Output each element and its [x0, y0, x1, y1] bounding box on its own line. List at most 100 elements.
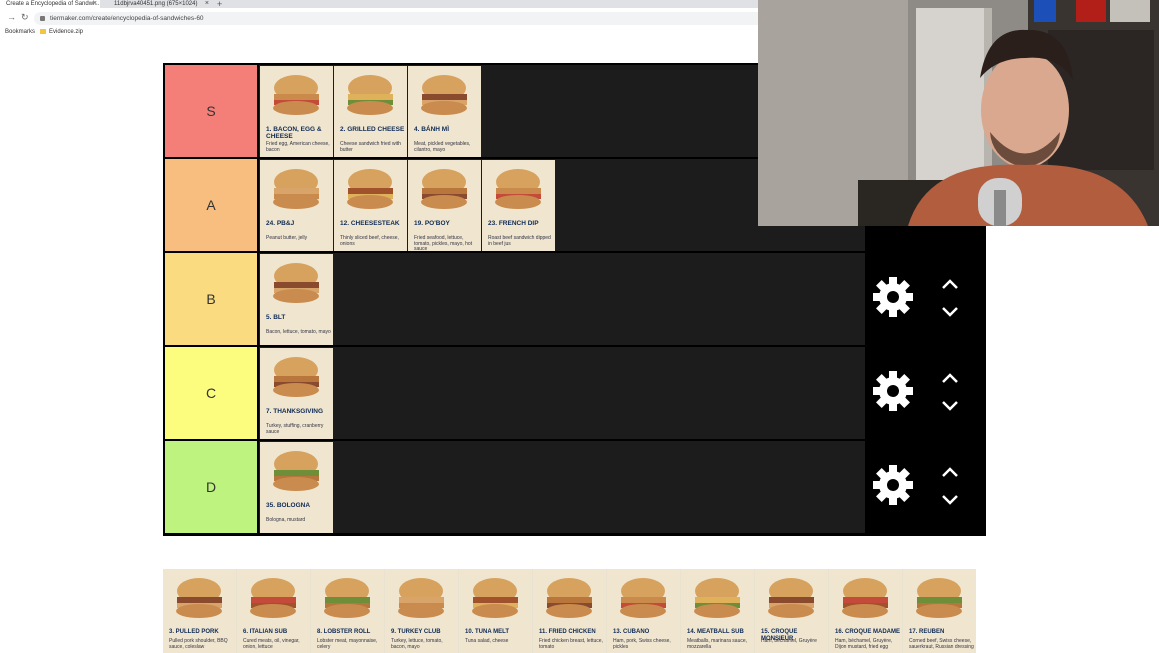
sandwich-card[interactable]: 6. Italian Sub Cured meats, oil, vinegar,…	[237, 569, 310, 653]
sandwich-name: 8. Lobster Roll	[317, 629, 371, 635]
sandwich-card[interactable]: 5. BLT Bacon, lettuce, tomato, mayo	[260, 254, 333, 345]
sandwich-card[interactable]: 9. Turkey Club Turkey, lettuce, tomato, b…	[385, 569, 458, 653]
sandwich-image	[495, 169, 541, 209]
close-tab-icon[interactable]: ×	[92, 0, 97, 7]
sandwich-name: 19. Po'Boy	[414, 220, 450, 227]
tier-row: D 35. Bologna Bologna, mustard	[165, 441, 984, 535]
address-text: tiermaker.com/create/encyclopedia-of-san…	[50, 15, 204, 22]
sandwich-card[interactable]: 15. Croque Monsieur Ham, béchamel, Gruyèr…	[755, 569, 828, 653]
sandwich-image	[694, 578, 740, 618]
sandwich-card[interactable]: 7. Thanksgiving Turkey, stuffing, cranber…	[260, 348, 333, 439]
sandwich-description: Fried chicken breast, lettuce, tomato	[539, 638, 603, 650]
address-bar[interactable]: tiermaker.com/create/encyclopedia-of-san…	[34, 12, 764, 25]
sandwich-image	[421, 75, 467, 115]
item-bank: 3. Pulled Pork Pulled pork shoulder, BBQ …	[163, 569, 976, 653]
sandwich-description: Roast beef sandwich dipped in beef jus	[488, 235, 551, 247]
sandwich-name: 13. Cubano	[613, 629, 650, 635]
sandwich-card[interactable]: 1. Bacon, Egg & Cheese Fried egg, America…	[260, 66, 333, 157]
sandwich-description: Cured meats, oil, vinegar, onion, lettuc…	[243, 638, 300, 650]
tier-label[interactable]: B	[165, 253, 259, 345]
sandwich-image	[273, 357, 319, 397]
chevron-up-icon[interactable]	[940, 277, 960, 291]
sandwich-image	[347, 75, 393, 115]
tier-controls	[865, 347, 984, 439]
sandwich-card[interactable]: 17. Reuben Corned beef, Swiss cheese, sau…	[903, 569, 976, 653]
webcam-overlay	[758, 0, 1159, 226]
browser-tab-bar: Create a Encyclopedia of Sandwi... × 11d…	[0, 0, 1159, 9]
sandwich-description: Fried egg, American cheese, bacon	[266, 141, 330, 153]
chevron-down-icon[interactable]	[940, 493, 960, 507]
sandwich-card[interactable]: 2. Grilled Cheese Cheese sandwich fried w…	[334, 66, 407, 157]
tier-row: B 5. BLT Bacon, lettuce, tomato, mayo	[165, 253, 984, 347]
sandwich-image	[176, 578, 222, 618]
sandwich-name: 4. Bánh Mì	[414, 126, 450, 133]
sandwich-description: Meat, pickled vegetables, cilantro, mayo	[414, 141, 471, 153]
sandwich-card[interactable]: 16. Croque Madame Ham, béchamel, Gruyère,…	[829, 569, 902, 653]
tier-items[interactable]: 5. BLT Bacon, lettuce, tomato, mayo	[260, 253, 865, 345]
sandwich-image	[324, 578, 370, 618]
chevron-up-icon[interactable]	[940, 371, 960, 385]
sandwich-name: 15. Croque Monsieur	[761, 629, 798, 642]
tier-label[interactable]: D	[165, 441, 259, 533]
sandwich-image	[421, 169, 467, 209]
sandwich-name: 12. Cheesesteak	[340, 220, 400, 227]
sandwich-name: 24. PB&J	[266, 220, 295, 227]
browser-tab[interactable]: 11dbjrva40451.png (675×1024) ×	[108, 0, 212, 8]
reload-icon[interactable]: ↻	[21, 12, 29, 22]
new-tab-icon[interactable]: +	[217, 0, 223, 9]
tier-items[interactable]: 1. Bacon, Egg & Cheese Fried egg, America…	[260, 65, 865, 157]
gear-icon[interactable]	[871, 369, 915, 413]
sandwich-name: 10. Tuna Melt	[465, 629, 510, 635]
sandwich-card[interactable]: 4. Bánh Mì Meat, pickled vegetables, cila…	[408, 66, 481, 157]
gear-icon[interactable]	[871, 463, 915, 507]
tier-items[interactable]: 7. Thanksgiving Turkey, stuffing, cranber…	[260, 347, 865, 439]
browser-tab-active[interactable]: Create a Encyclopedia of Sandwi... ×	[0, 0, 100, 8]
tier-items[interactable]: 35. Bologna Bologna, mustard	[260, 441, 865, 533]
sandwich-card[interactable]: 11. Fried Chicken Fried chicken breast, l…	[533, 569, 606, 653]
bookmark-evidence[interactable]: Evidence.zip	[40, 29, 83, 35]
tier-label[interactable]: A	[165, 159, 259, 251]
sandwich-image	[250, 578, 296, 618]
chevron-down-icon[interactable]	[940, 305, 960, 319]
sandwich-card[interactable]: 19. Po'Boy Fried seafood, lettuce, tomato…	[408, 160, 481, 251]
tier-label[interactable]: C	[165, 347, 259, 439]
sandwich-image	[398, 578, 444, 618]
sandwich-description: Turkey, lettuce, tomato, bacon, mayo	[391, 638, 443, 650]
sandwich-image	[472, 578, 518, 618]
tier-label[interactable]: S	[165, 65, 259, 157]
sandwich-name: 23. French Dip	[488, 220, 539, 227]
sandwich-card[interactable]: 23. French Dip Roast beef sandwich dipped…	[482, 160, 555, 251]
sandwich-card[interactable]: 14. Meatball Sub Meatballs, marinara sauc…	[681, 569, 754, 653]
tier-list: S 1. Bacon, Egg & Cheese Fried egg, Americ…	[163, 63, 986, 536]
sandwich-card[interactable]: 10. Tuna Melt Tuna salad, cheese	[459, 569, 532, 653]
sandwich-description: Ham, béchamel, Gruyère, Dijon mustard, f…	[835, 638, 893, 650]
close-tab-icon[interactable]: ×	[204, 0, 209, 7]
chevron-down-icon[interactable]	[940, 399, 960, 413]
bookmarks-bar: Bookmarks Evidence.zip	[0, 28, 1159, 39]
sandwich-image	[842, 578, 888, 618]
chevron-up-icon[interactable]	[940, 465, 960, 479]
lock-icon	[40, 15, 45, 21]
tier-controls	[865, 441, 984, 533]
sandwich-card[interactable]: 3. Pulled Pork Pulled pork shoulder, BBQ …	[163, 569, 236, 653]
sandwich-card[interactable]: 13. Cubano Ham, pork, Swiss cheese, pickl…	[607, 569, 680, 653]
forward-icon[interactable]: →	[7, 12, 16, 22]
tier-items[interactable]: 24. PB&J Peanut butter, jelly 12. Cheesest…	[260, 159, 865, 251]
sandwich-description: Turkey, stuffing, cranberry sauce	[266, 423, 324, 435]
sandwich-description: Cheese sandwich fried with butter	[340, 141, 401, 153]
sandwich-name: 16. Croque Madame	[835, 629, 901, 635]
gear-icon[interactable]	[871, 275, 915, 319]
sandwich-card[interactable]: 8. Lobster Roll Lobster meat, mayonnaise,…	[311, 569, 384, 653]
bookmark-label: Evidence.zip	[49, 29, 84, 36]
sandwich-card[interactable]: 12. Cheesesteak Thinly sliced beef, chees…	[334, 160, 407, 251]
sandwich-image	[273, 451, 319, 491]
sandwich-description: Corned beef, Swiss cheese, sauerkraut, R…	[909, 638, 974, 650]
sandwich-image	[273, 75, 319, 115]
sandwich-card[interactable]: 35. Bologna Bologna, mustard	[260, 442, 333, 533]
sandwich-description: Thinly sliced beef, cheese, onions	[340, 235, 399, 247]
sandwich-name: 35. Bologna	[266, 502, 311, 509]
sandwich-description: Lobster meat, mayonnaise, celery	[317, 638, 378, 650]
bookmarks-item[interactable]: Bookmarks	[5, 29, 36, 35]
sandwich-card[interactable]: 24. PB&J Peanut butter, jelly	[260, 160, 333, 251]
